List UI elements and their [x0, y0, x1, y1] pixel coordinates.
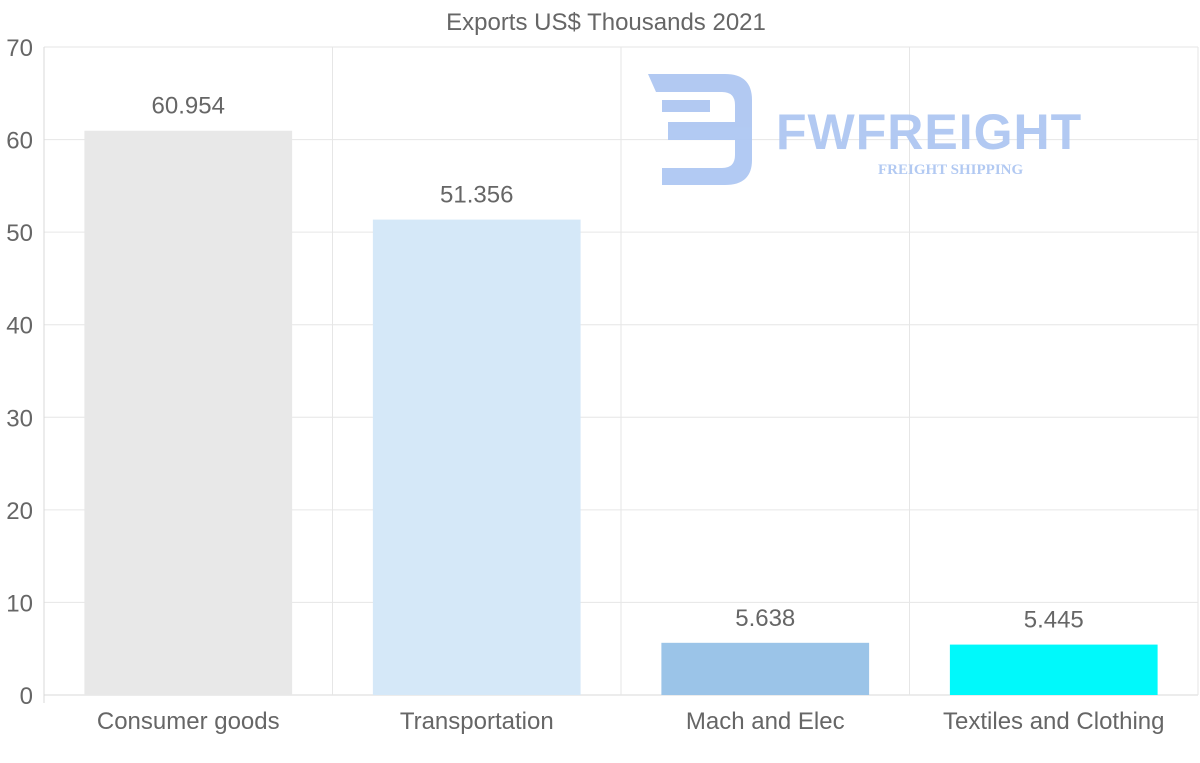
- watermark-tagline: FREIGHT SHIPPING: [878, 162, 1023, 178]
- x-tick-label: Transportation: [400, 708, 554, 735]
- bars: [84, 130, 1158, 696]
- bar: [372, 219, 581, 696]
- y-tick-label: 0: [20, 683, 33, 710]
- data-labels: 60.954 51.356 5.638 5.445: [152, 93, 1084, 634]
- x-axis-labels: Consumer goods Transportation Mach and Ele…: [97, 708, 1165, 735]
- x-tick-label: Mach and Elec: [686, 708, 845, 735]
- data-label: 51.356: [440, 182, 513, 209]
- y-tick-label: 30: [6, 405, 33, 432]
- y-tick-label: 60: [6, 128, 33, 155]
- y-tick-label: 70: [6, 35, 33, 62]
- y-tick-label: 40: [6, 313, 33, 340]
- watermark-name: FWFREIGHT: [776, 104, 1082, 160]
- y-tick-label: 20: [6, 498, 33, 525]
- data-label: 60.954: [152, 93, 225, 120]
- x-tick-label: Consumer goods: [97, 708, 280, 735]
- bar: [949, 644, 1158, 695]
- fwfreight-watermark: FWFREIGHT FREIGHT SHIPPING: [648, 74, 1082, 185]
- y-axis-ticks: 0 10 20 30 40 50 60 70: [6, 35, 33, 710]
- x-tick-label: Textiles and Clothing: [943, 708, 1164, 735]
- y-tick-label: 10: [6, 590, 33, 617]
- bar: [84, 130, 293, 695]
- data-label: 5.445: [1024, 607, 1084, 634]
- fwfreight-logo-icon: [648, 74, 752, 185]
- bar: [661, 642, 870, 695]
- y-tick-label: 50: [6, 220, 33, 247]
- chart-title: Exports US$ Thousands 2021: [446, 9, 766, 36]
- data-label: 5.638: [735, 605, 795, 632]
